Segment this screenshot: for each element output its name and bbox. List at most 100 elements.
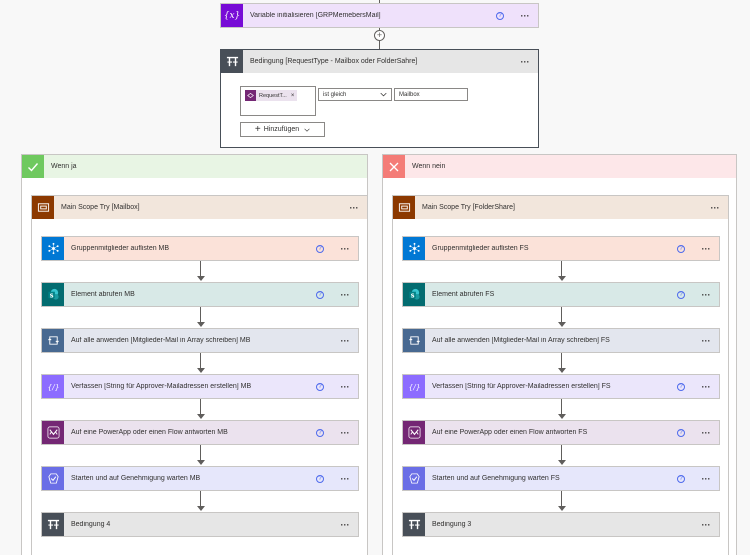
action-card[interactable]: Gruppenmitglieder auflisten FS? ··· xyxy=(402,236,720,261)
branch-yes-header[interactable]: Wenn ja xyxy=(22,155,367,178)
powerapps-token-icon xyxy=(245,90,256,101)
condition-left-operand[interactable]: RequestT... × xyxy=(240,86,316,116)
condition-right-operand[interactable]: Mailbox xyxy=(394,88,468,101)
action-card[interactable]: Auf eine PowerApp oder einen Flow antwor… xyxy=(41,420,359,445)
dynamic-token[interactable]: RequestT... × xyxy=(245,90,298,101)
more-options-icon[interactable]: ··· xyxy=(340,381,350,392)
variable-step-card[interactable]: {x} Variable initialisieren [GRPMemebers… xyxy=(220,3,539,28)
help-icon[interactable]: ? xyxy=(316,244,324,253)
more-options-icon[interactable]: ··· xyxy=(701,243,711,254)
action-card[interactable]: Auf alle anwenden [Mitglieder-Mail in Ar… xyxy=(402,328,720,353)
help-icon[interactable]: ? xyxy=(316,382,324,391)
more-options-icon[interactable]: ··· xyxy=(701,519,711,530)
action-card[interactable]: Bedingung 4 ··· xyxy=(41,512,359,537)
top-connector xyxy=(379,0,380,3)
more-options-icon[interactable]: ··· xyxy=(701,473,711,484)
action-card[interactable]: S Element abrufen FS? ··· xyxy=(402,282,720,307)
scope-more-icon[interactable]: ··· xyxy=(349,202,359,213)
token-remove-icon[interactable]: × xyxy=(290,92,295,99)
more-options-icon[interactable]: ··· xyxy=(340,335,350,346)
condition-title: Bedingung [RequestType - Mailbox oder Fo… xyxy=(250,58,418,65)
arrow-down-icon xyxy=(558,506,566,511)
chevron-down-icon xyxy=(380,92,387,97)
operator-value: ist gleich xyxy=(323,91,347,98)
action-label: Auf eine PowerApp oder einen Flow antwor… xyxy=(432,429,588,436)
action-card[interactable]: Gruppenmitglieder auflisten MB? ··· xyxy=(41,236,359,261)
add-label: Hinzufügen xyxy=(263,126,300,133)
condition-header[interactable]: Bedingung [RequestType - Mailbox oder Fo… xyxy=(221,50,538,73)
variable-icon: {x} xyxy=(221,4,243,27)
scope-no-header[interactable]: Main Scope Try [FolderShare] ··· xyxy=(393,196,728,219)
scope-yes-header[interactable]: Main Scope Try [Mailbox] ··· xyxy=(32,196,367,219)
step-connector xyxy=(561,491,562,506)
action-card[interactable]: {/} Verfassen [String für Approver-Mailad… xyxy=(402,374,720,399)
step-connector xyxy=(200,261,201,276)
more-options-icon[interactable]: ··· xyxy=(340,427,350,438)
action-label: Auf eine PowerApp oder einen Flow antwor… xyxy=(71,429,228,436)
action-card[interactable]: Auf alle anwenden [Mitglieder-Mail in Ar… xyxy=(41,328,359,353)
arrow-down-icon xyxy=(197,368,205,373)
branch-yes-label: Wenn ja xyxy=(51,163,77,170)
step-connector xyxy=(561,399,562,414)
arrow-down-icon xyxy=(197,414,205,419)
help-icon[interactable]: ? xyxy=(677,474,685,483)
action-label: Auf alle anwenden [Mitglieder-Mail in Ar… xyxy=(71,337,251,344)
more-options-icon[interactable]: ··· xyxy=(340,519,350,530)
more-options-icon[interactable]: ··· xyxy=(520,10,530,21)
action-card[interactable]: {/} Verfassen [String für Approver-Mailad… xyxy=(41,374,359,399)
sharepoint-icon: S xyxy=(42,283,64,306)
scope-more-icon[interactable]: ··· xyxy=(710,202,720,213)
insert-step-plus-icon[interactable]: + xyxy=(374,30,385,41)
condition-more-icon[interactable]: ··· xyxy=(520,56,530,67)
help-icon[interactable]: ? xyxy=(677,428,685,437)
approval-icon xyxy=(403,467,425,490)
arrow-down-icon xyxy=(558,322,566,327)
azure-ad-icon xyxy=(42,237,64,260)
more-options-icon[interactable]: ··· xyxy=(340,473,350,484)
action-card[interactable]: Starten und auf Genehmigung warten FS? ··… xyxy=(402,466,720,491)
more-options-icon[interactable]: ··· xyxy=(340,289,350,300)
svg-text:{/}: {/} xyxy=(408,382,420,391)
apply-to-each-icon xyxy=(42,329,64,352)
action-card[interactable]: Bedingung 3 ··· xyxy=(402,512,720,537)
more-options-icon[interactable]: ··· xyxy=(701,289,711,300)
branch-no-header[interactable]: Wenn nein xyxy=(383,155,736,178)
arrow-down-icon xyxy=(197,276,205,281)
branch-no-label: Wenn nein xyxy=(412,163,446,170)
condition-block: Bedingung [RequestType - Mailbox oder Fo… xyxy=(220,49,539,148)
arrow-down-icon xyxy=(558,414,566,419)
help-icon[interactable]: ? xyxy=(496,11,504,20)
scope-yes-label: Main Scope Try [Mailbox] xyxy=(61,204,140,211)
add-condition-button[interactable]: + Hinzufügen xyxy=(240,122,325,137)
condition-value: Mailbox xyxy=(399,91,420,98)
scope-no: Main Scope Try [FolderShare] ··· Gruppen… xyxy=(392,195,729,555)
more-options-icon[interactable]: ··· xyxy=(701,335,711,346)
arrow-down-icon xyxy=(197,460,205,465)
operator-select[interactable]: ist gleich xyxy=(318,88,392,101)
powerapps-icon xyxy=(42,421,64,444)
more-options-icon[interactable]: ··· xyxy=(701,381,711,392)
help-icon[interactable]: ? xyxy=(677,382,685,391)
help-icon[interactable]: ? xyxy=(316,290,324,299)
help-icon[interactable]: ? xyxy=(316,474,324,483)
compose-icon: {/} xyxy=(42,375,64,398)
arrow-down-icon xyxy=(197,322,205,327)
step-connector xyxy=(200,353,201,368)
scope-yes: Main Scope Try [Mailbox] ··· Gruppenmitg… xyxy=(31,195,368,555)
help-icon[interactable]: ? xyxy=(316,428,324,437)
approval-icon xyxy=(42,467,64,490)
help-icon[interactable]: ? xyxy=(677,290,685,299)
step-connector xyxy=(561,353,562,368)
action-label: Starten und auf Genehmigung warten FS xyxy=(432,475,560,482)
action-card[interactable]: Auf eine PowerApp oder einen Flow antwor… xyxy=(402,420,720,445)
action-card[interactable]: S Element abrufen MB? ··· xyxy=(41,282,359,307)
plus-icon: + xyxy=(254,123,261,135)
more-options-icon[interactable]: ··· xyxy=(701,427,711,438)
action-label: Gruppenmitglieder auflisten MB xyxy=(71,245,170,252)
compose-icon: {/} xyxy=(403,375,425,398)
action-card[interactable]: Starten und auf Genehmigung warten MB? ··… xyxy=(41,466,359,491)
help-icon[interactable]: ? xyxy=(677,244,685,253)
more-options-icon[interactable]: ··· xyxy=(340,243,350,254)
step-connector xyxy=(200,399,201,414)
arrow-down-icon xyxy=(558,368,566,373)
